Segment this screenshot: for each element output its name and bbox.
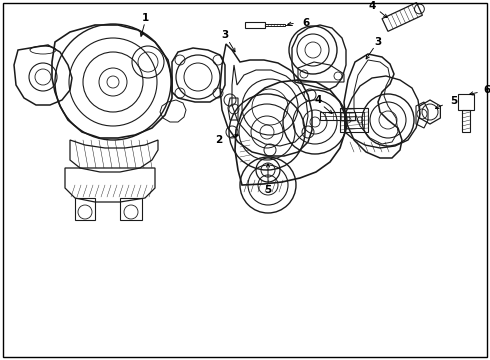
Text: 5: 5 [450, 96, 457, 106]
Text: 3: 3 [374, 37, 382, 47]
Text: 1: 1 [142, 13, 148, 23]
Text: 5: 5 [265, 185, 271, 195]
Text: 2: 2 [215, 135, 222, 145]
Text: 3: 3 [221, 30, 229, 40]
Text: 4: 4 [368, 1, 376, 11]
Text: 4: 4 [314, 95, 322, 105]
Text: 6: 6 [483, 85, 490, 95]
Text: 6: 6 [302, 18, 309, 28]
